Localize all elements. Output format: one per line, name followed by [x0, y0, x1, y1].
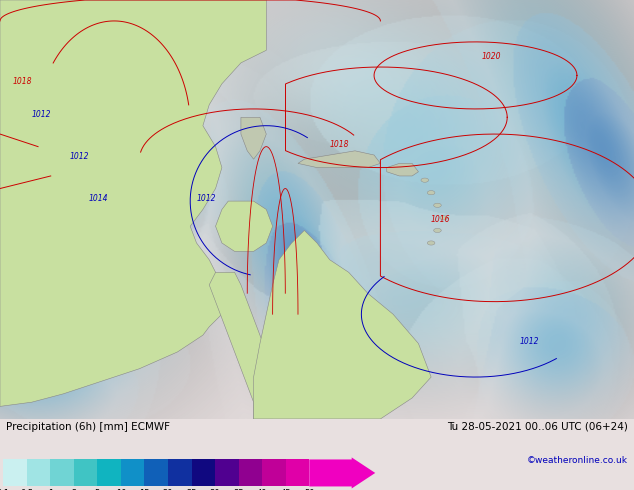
Text: 1016: 1016: [431, 215, 451, 224]
Text: 1012: 1012: [520, 337, 540, 345]
Bar: [74, 460, 98, 487]
Text: 1014: 1014: [89, 194, 108, 203]
Polygon shape: [298, 151, 380, 168]
Bar: [238, 460, 262, 487]
Text: 1018: 1018: [13, 77, 32, 86]
Text: 1012: 1012: [197, 194, 216, 203]
FancyArrow shape: [309, 458, 375, 489]
Text: 1012: 1012: [70, 152, 89, 161]
Polygon shape: [254, 230, 431, 419]
Bar: [215, 460, 238, 487]
Bar: [3, 460, 27, 487]
Polygon shape: [216, 201, 273, 251]
Ellipse shape: [427, 241, 435, 245]
Bar: [168, 460, 191, 487]
Bar: [191, 460, 215, 487]
Polygon shape: [241, 117, 266, 159]
Ellipse shape: [427, 191, 435, 195]
Text: Tu 28-05-2021 00..06 UTC (06+24): Tu 28-05-2021 00..06 UTC (06+24): [447, 422, 628, 432]
Text: 1018: 1018: [330, 140, 349, 148]
Bar: [27, 460, 50, 487]
Text: ©weatheronline.co.uk: ©weatheronline.co.uk: [527, 456, 628, 465]
Polygon shape: [0, 0, 266, 406]
Text: 1012: 1012: [32, 110, 51, 119]
Polygon shape: [387, 163, 418, 176]
Bar: [50, 460, 74, 487]
Bar: [262, 460, 286, 487]
Ellipse shape: [440, 216, 448, 220]
Bar: [286, 460, 309, 487]
Ellipse shape: [421, 178, 429, 182]
Ellipse shape: [434, 228, 441, 233]
Text: 1020: 1020: [482, 51, 501, 61]
Bar: [121, 460, 145, 487]
Bar: [145, 460, 168, 487]
Bar: [98, 460, 121, 487]
Polygon shape: [209, 272, 279, 419]
Ellipse shape: [434, 203, 441, 207]
Text: Precipitation (6h) [mm] ECMWF: Precipitation (6h) [mm] ECMWF: [6, 422, 171, 432]
